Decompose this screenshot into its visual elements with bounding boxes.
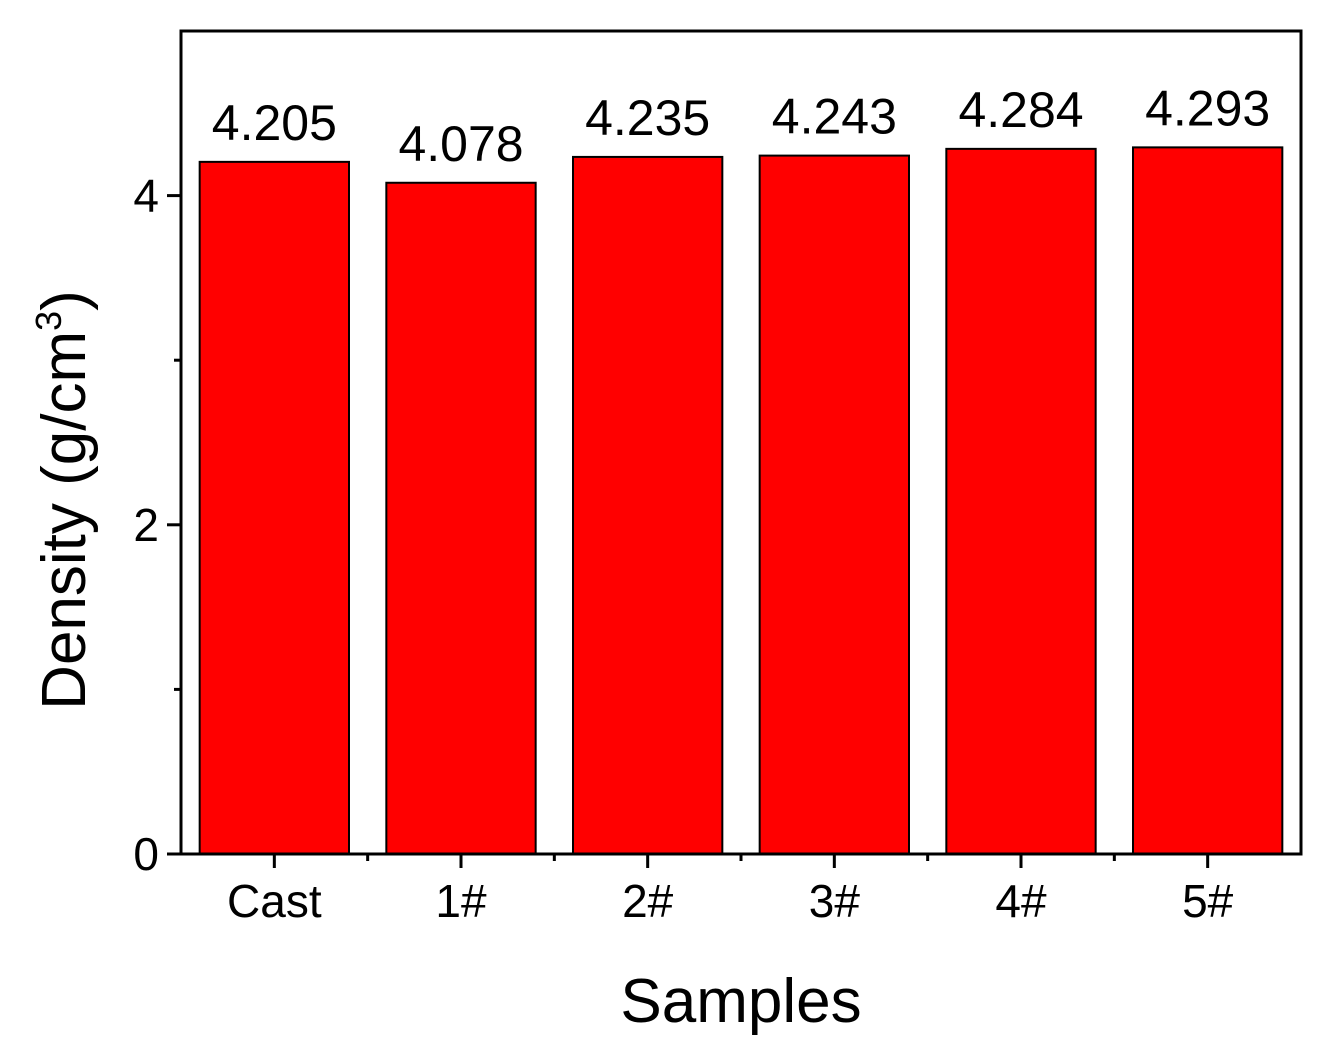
x-tick-label-5: 5# bbox=[1182, 875, 1234, 927]
y-axis-title-main: Density (g/cm bbox=[30, 331, 99, 710]
ticks-layer: Cast 1# 2# 3# 4# 5# 0 2 4 bbox=[133, 170, 1233, 927]
y-tick-label-1: 2 bbox=[133, 499, 159, 551]
data-label-5: 4.293 bbox=[1145, 80, 1270, 136]
x-tick-label-4: 4# bbox=[995, 875, 1047, 927]
bar-0 bbox=[198, 160, 350, 855]
x-axis-title: Samples bbox=[620, 967, 861, 1036]
bar-3 bbox=[758, 154, 911, 856]
data-label-4: 4.284 bbox=[958, 82, 1083, 138]
y-axis-title-suffix: ) bbox=[30, 290, 99, 311]
bar-2 bbox=[572, 155, 724, 855]
data-labels-layer: 4.205 4.078 4.235 4.243 4.284 4.293 bbox=[212, 80, 1270, 171]
bar-4 bbox=[945, 147, 1097, 856]
y-tick-label-0: 0 bbox=[133, 828, 159, 880]
data-label-1: 4.078 bbox=[398, 116, 523, 172]
data-label-0: 4.205 bbox=[212, 95, 337, 151]
y-axis-title-superscript: 3 bbox=[28, 311, 69, 331]
x-tick-label-3: 3# bbox=[809, 875, 861, 927]
data-label-3: 4.243 bbox=[772, 89, 897, 145]
bar-5 bbox=[1132, 146, 1284, 855]
y-axis-title: Density (g/cm3) bbox=[28, 290, 99, 710]
bar-1 bbox=[385, 181, 537, 855]
data-label-2: 4.235 bbox=[585, 90, 710, 146]
y-tick-label-2: 4 bbox=[133, 170, 159, 222]
x-tick-label-0: Cast bbox=[227, 875, 322, 927]
bars-layer bbox=[198, 146, 1284, 856]
x-tick-label-1: 1# bbox=[435, 875, 487, 927]
x-tick-label-2: 2# bbox=[622, 875, 674, 927]
